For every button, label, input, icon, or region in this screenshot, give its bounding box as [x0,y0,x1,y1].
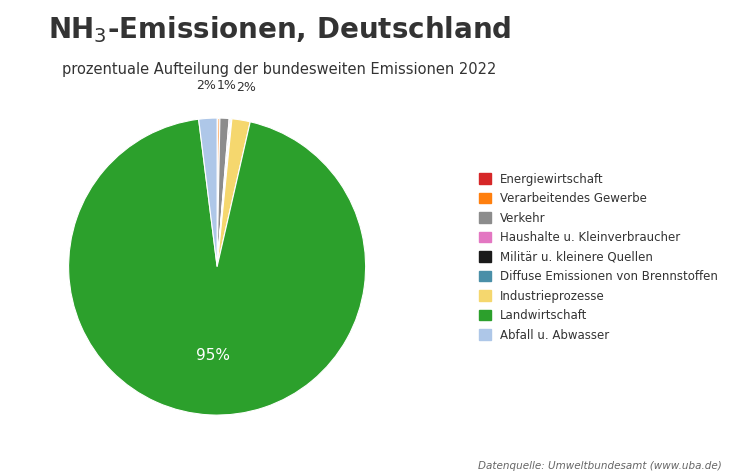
Wedge shape [217,119,231,267]
Text: 1%: 1% [216,79,236,92]
Wedge shape [217,119,230,267]
Text: NH$_3$-Emissionen, Deutschland: NH$_3$-Emissionen, Deutschland [48,14,512,45]
Legend: Energiewirtschaft, Verarbeitendes Gewerbe, Verkehr, Haushalte u. Kleinverbrauche: Energiewirtschaft, Verarbeitendes Gewerb… [474,168,723,346]
Wedge shape [217,118,220,267]
Text: 2%: 2% [196,79,216,92]
Wedge shape [217,118,218,267]
Wedge shape [217,119,232,267]
Wedge shape [217,119,250,267]
Wedge shape [217,118,229,267]
Text: Datenquelle: Umweltbundesamt (www.uba.de): Datenquelle: Umweltbundesamt (www.uba.de… [478,461,721,471]
Wedge shape [199,118,217,267]
Text: 2%: 2% [236,81,256,94]
Text: 95%: 95% [196,348,230,363]
Wedge shape [68,119,366,415]
Text: prozentuale Aufteilung der bundesweiten Emissionen 2022: prozentuale Aufteilung der bundesweiten … [63,62,497,77]
